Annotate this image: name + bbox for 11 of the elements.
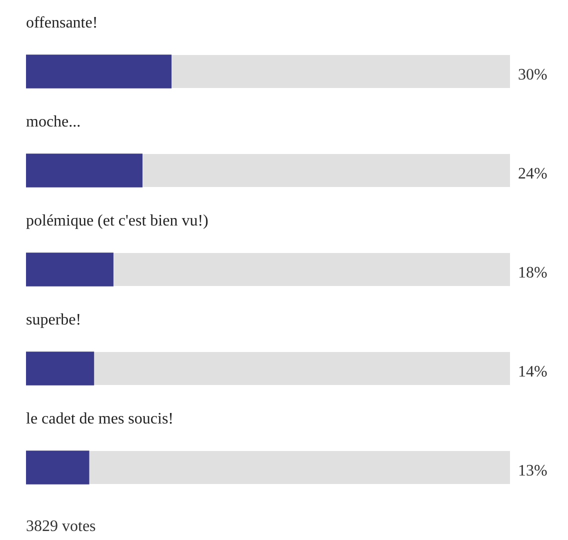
data-label: 18% <box>518 264 548 282</box>
y-tick-label: moche... <box>26 114 81 131</box>
y-tick-label: le cadet de mes soucis! <box>26 410 174 428</box>
y-tick-label: superbe! <box>26 312 82 329</box>
data-label: 13% <box>518 462 548 480</box>
y-tick-label: offensante! <box>26 14 98 32</box>
data-label: 30% <box>518 66 548 84</box>
text: 3829 votes <box>26 518 96 536</box>
data-label: 14% <box>518 364 548 381</box>
data-label: 24% <box>518 166 548 183</box>
y-tick-label: polémique (et c'est bien vu!) <box>26 212 208 230</box>
